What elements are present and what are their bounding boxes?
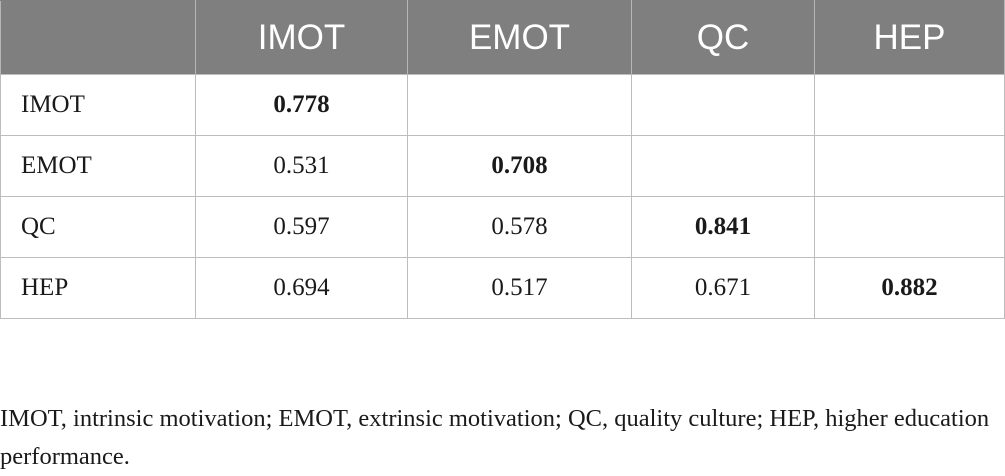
table-cell	[631, 135, 815, 197]
header-row: IMOT EMOT QC HEP	[0, 0, 1005, 75]
table-row: QC 0.597 0.578 0.841	[0, 196, 1005, 258]
table-cell: 0.882	[814, 257, 1005, 319]
header-cell-emot: EMOT	[407, 0, 632, 75]
header-cell-corner	[0, 0, 196, 75]
table-cell: 0.597	[195, 196, 408, 258]
row-label-imot: IMOT	[0, 74, 196, 136]
correlation-table-container: IMOT EMOT QC HEP IMOT 0.778 EMOT 0.531 0…	[0, 0, 1005, 319]
table-body: IMOT 0.778 EMOT 0.531 0.708 QC 0.597 0.5…	[0, 74, 1005, 319]
row-label-hep: HEP	[0, 257, 196, 319]
table-cell: 0.578	[407, 196, 632, 258]
table-cell: 0.671	[631, 257, 815, 319]
table-cell: 0.531	[195, 135, 408, 197]
header-cell-imot: IMOT	[195, 0, 408, 75]
table-row: IMOT 0.778	[0, 74, 1005, 136]
table-row: EMOT 0.531 0.708	[0, 135, 1005, 197]
correlation-table: IMOT EMOT QC HEP IMOT 0.778 EMOT 0.531 0…	[0, 0, 1005, 319]
table-cell: 0.694	[195, 257, 408, 319]
table-cell	[814, 135, 1005, 197]
table-footnote: IMOT, intrinsic motivation; EMOT, extrin…	[0, 404, 990, 470]
row-label-emot: EMOT	[0, 135, 196, 197]
table-cell	[407, 74, 632, 136]
table-cell	[814, 74, 1005, 136]
row-label-qc: QC	[0, 196, 196, 258]
table-cell: 0.778	[195, 74, 408, 136]
table-cell: 0.841	[631, 196, 815, 258]
table-cell	[814, 196, 1005, 258]
table-cell	[631, 74, 815, 136]
table-cell: 0.517	[407, 257, 632, 319]
table-row: HEP 0.694 0.517 0.671 0.882	[0, 257, 1005, 319]
header-cell-hep: HEP	[814, 0, 1005, 75]
table-header: IMOT EMOT QC HEP	[0, 0, 1005, 75]
table-cell: 0.708	[407, 135, 632, 197]
header-cell-qc: QC	[631, 0, 815, 75]
